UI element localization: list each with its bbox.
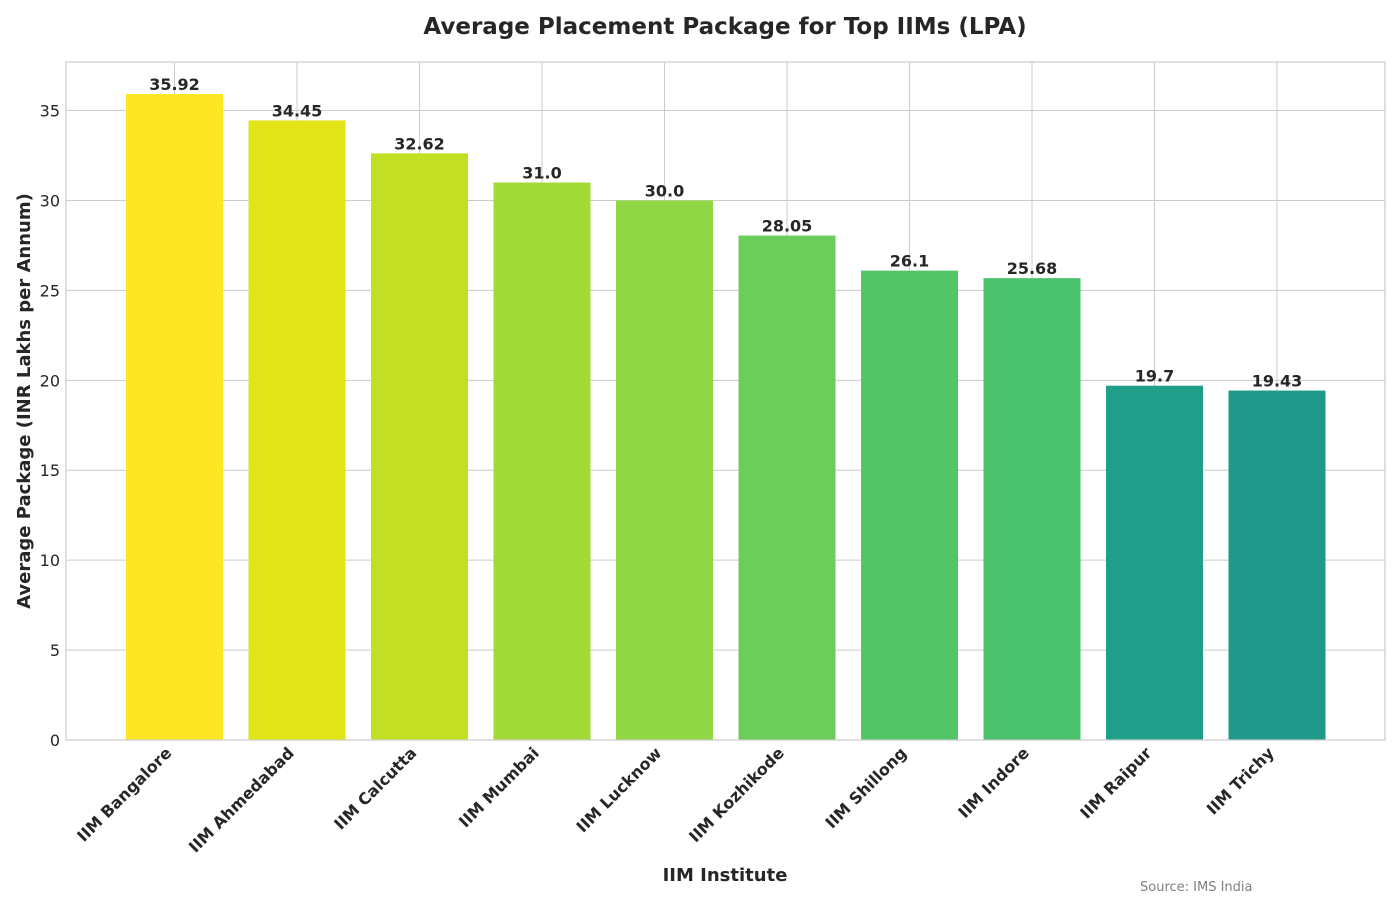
bar-value-label: 31.0	[522, 163, 561, 182]
x-tick-label: IIM Kozhikode	[685, 743, 788, 846]
x-tick-label: IIM Calcutta	[330, 743, 420, 833]
bar-value-label: 30.0	[645, 181, 684, 200]
bar-value-label: 26.1	[890, 252, 929, 271]
bar-value-label: 35.92	[149, 75, 200, 94]
bar-value-label: 28.05	[762, 217, 813, 236]
bar-iim-lucknow	[616, 200, 713, 741]
bar-iim-raipur	[1106, 385, 1203, 740]
y-tick-label: 30	[40, 191, 60, 210]
x-tick-label: IIM Raipur	[1076, 743, 1155, 822]
bar-value-label: 25.68	[1007, 259, 1058, 278]
y-tick-label: 20	[40, 371, 60, 390]
y-axis-label: Average Package (INR Lakhs per Annum)	[14, 193, 35, 609]
y-tick-label: 25	[40, 281, 60, 300]
y-tick-label: 0	[50, 731, 60, 750]
bar-value-labels: 35.92 34.45 32.62 31.0 30.0 28.05 26.1 25.68 19.…	[149, 75, 1302, 391]
x-axis-ticks: IIM Bangalore IIM Ahmedabad IIM Calcutta II…	[73, 743, 1278, 856]
bar-iim-indore	[983, 278, 1081, 740]
bar-iim-trichy	[1228, 390, 1326, 740]
y-tick-label: 5	[50, 641, 60, 660]
bar-iim-bangalore	[126, 94, 223, 741]
x-tick-label: IIM Indore	[954, 743, 1033, 822]
x-tick-label: IIM Lucknow	[572, 743, 665, 836]
y-tick-label: 10	[40, 551, 60, 570]
bar-value-label: 19.7	[1135, 367, 1174, 386]
bar-value-label: 34.45	[272, 101, 323, 120]
x-tick-label: IIM Trichy	[1203, 743, 1279, 819]
y-tick-label: 35	[40, 102, 60, 121]
x-tick-label: IIM Mumbai	[455, 743, 543, 831]
x-tick-label: IIM Bangalore	[73, 743, 175, 845]
bar-iim-ahmedabad	[248, 120, 346, 741]
bar-iim-mumbai	[493, 182, 591, 741]
x-tick-label: IIM Shillong	[822, 743, 911, 832]
x-axis-label: IIM Institute	[663, 865, 788, 886]
source-note: Source: IMS India	[1140, 880, 1253, 895]
x-tick-label: IIM Ahmedabad	[185, 743, 298, 856]
bar-value-label: 32.62	[394, 134, 445, 153]
chart-title: Average Placement Package for Top IIMs (…	[423, 14, 1026, 40]
bars	[126, 94, 1326, 741]
bar-iim-shillong	[861, 270, 958, 740]
bar-value-label: 19.43	[1252, 372, 1303, 391]
bar-iim-calcutta	[371, 153, 468, 741]
bar-iim-kozhikode	[738, 235, 836, 740]
plot-frame	[65, 61, 1386, 741]
y-axis-ticks: 0 5 10 15 20 25 30 35	[40, 102, 60, 750]
y-tick-label: 15	[40, 461, 60, 480]
